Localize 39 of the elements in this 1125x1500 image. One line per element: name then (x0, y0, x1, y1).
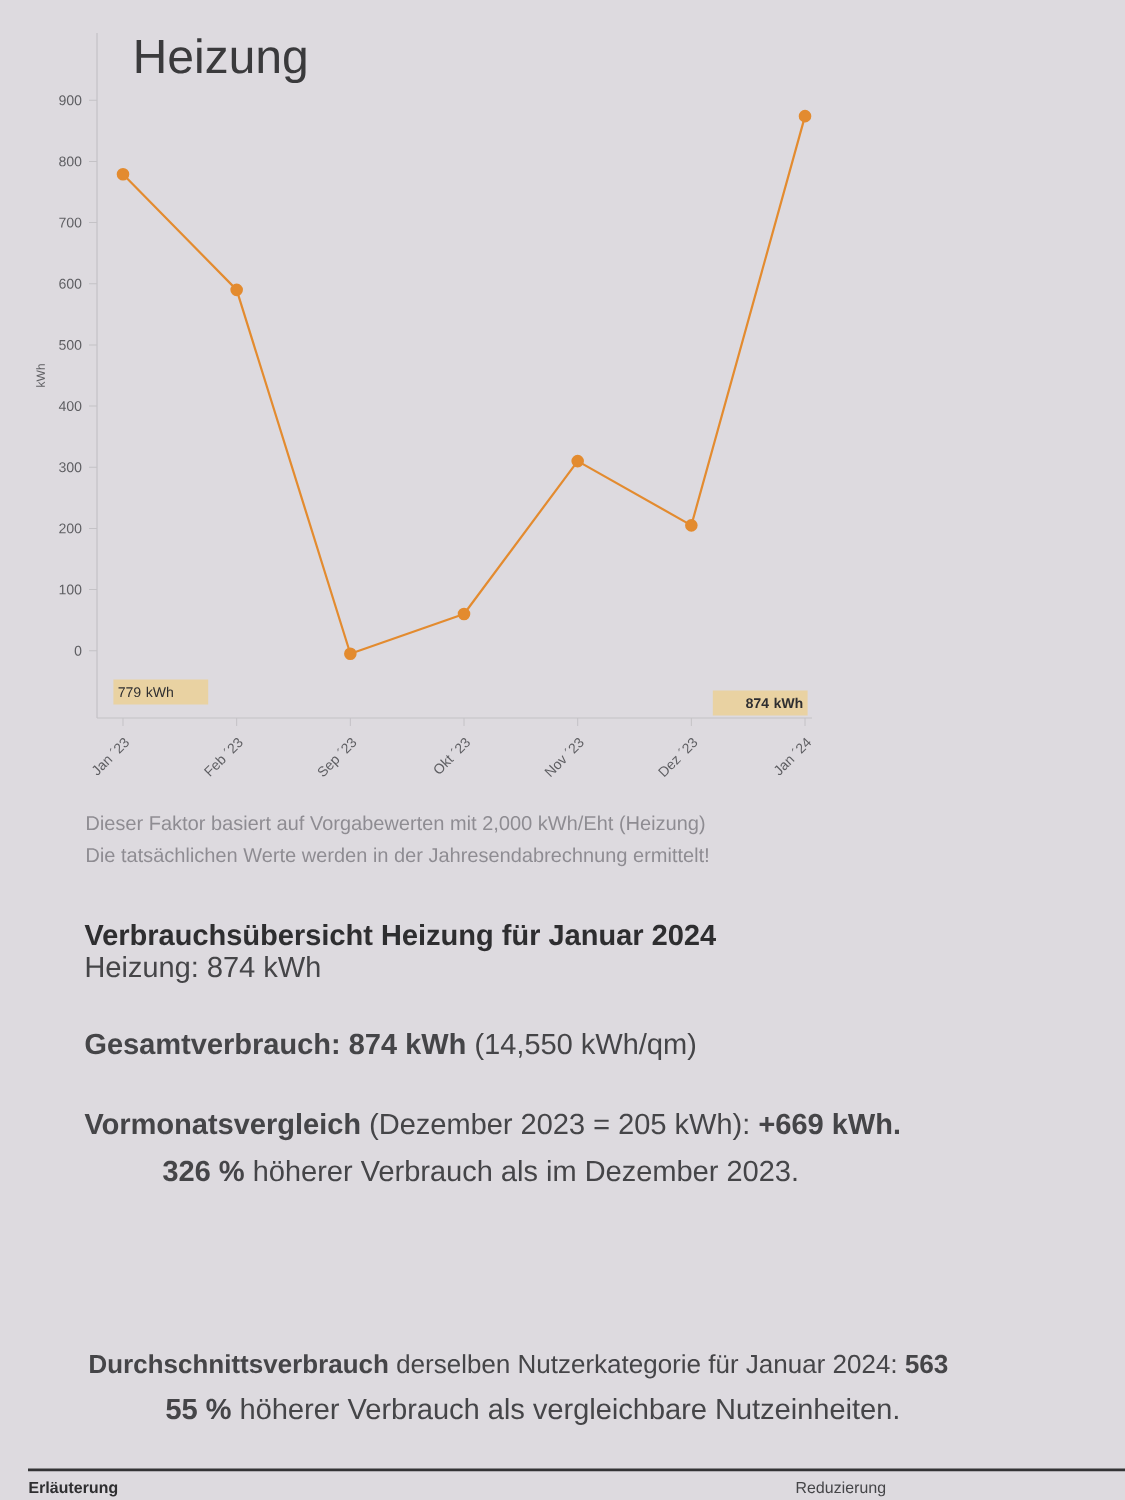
text: Heizung: 874 kWh (86, 955, 320, 984)
point (344, 647, 357, 661)
point (457, 607, 471, 621)
y-tick-label: 500 (59, 339, 82, 350)
x-tick-label: Okt ´23 (434, 738, 470, 774)
x-tick-label: Sep ´23 (317, 738, 357, 777)
chart-title: Heizung (136, 38, 306, 84)
text: Durchschnittsverbrauch derselben Nutzerkategorie für Januar 2024: 563 (90, 1354, 948, 1379)
annotation: 779 kWh (118, 686, 173, 698)
x-tick-label: Jan ´23 (92, 738, 129, 776)
y-tick-label: 0 (74, 645, 82, 656)
point (685, 519, 698, 532)
text: 55 % höherer Verbrauch als vergleichbare Nutzeinheiten. (166, 1397, 898, 1426)
y-axis-title: kWh (36, 364, 45, 387)
y-tick-label: 200 (59, 523, 82, 534)
x-tick-label: Nov ´23 (544, 738, 584, 778)
annotation: 874 kWh (746, 697, 803, 709)
text: Gesamtverbrauch: 874 kWh (14,550 kWh/qm) (85, 1032, 696, 1061)
x-tick-label: Jan ´24 (774, 737, 812, 776)
x-tick-label: Feb ´23 (203, 738, 243, 777)
y-tick-label: 800 (59, 156, 82, 167)
text: Die tatsächlichen Werte werden in der Jahresendabrechnung ermittelt! (87, 847, 708, 867)
point (116, 167, 130, 181)
y-tick-label: 600 (59, 278, 82, 289)
y-tick-label: 400 (58, 401, 82, 412)
text: 326 % höherer Verbrauch als im Dezember 2023. (163, 1159, 797, 1182)
point (230, 283, 243, 297)
text: Vormonatsvergleich (Dezember 2023 = 205 kWh): +669 kWh. (84, 1112, 899, 1141)
x-tick-label: Dez ´23 (657, 738, 698, 778)
text: Reduzierung (796, 1481, 886, 1497)
y-tick-label: 300 (59, 462, 82, 473)
y-tick-label: 100 (59, 584, 82, 595)
text: Verbrauchsübersicht Heizung für Januar 2024 (84, 923, 716, 952)
point (571, 454, 584, 468)
text: Erläuterung (29, 1481, 118, 1497)
y-tick-label: 900 (59, 95, 82, 106)
point (798, 109, 812, 123)
text: Dieser Faktor basiert auf Vorgabewerten mit 2,000 kWh/Eht (Heizung) (87, 815, 705, 835)
y-tick-label: 700 (59, 217, 82, 228)
